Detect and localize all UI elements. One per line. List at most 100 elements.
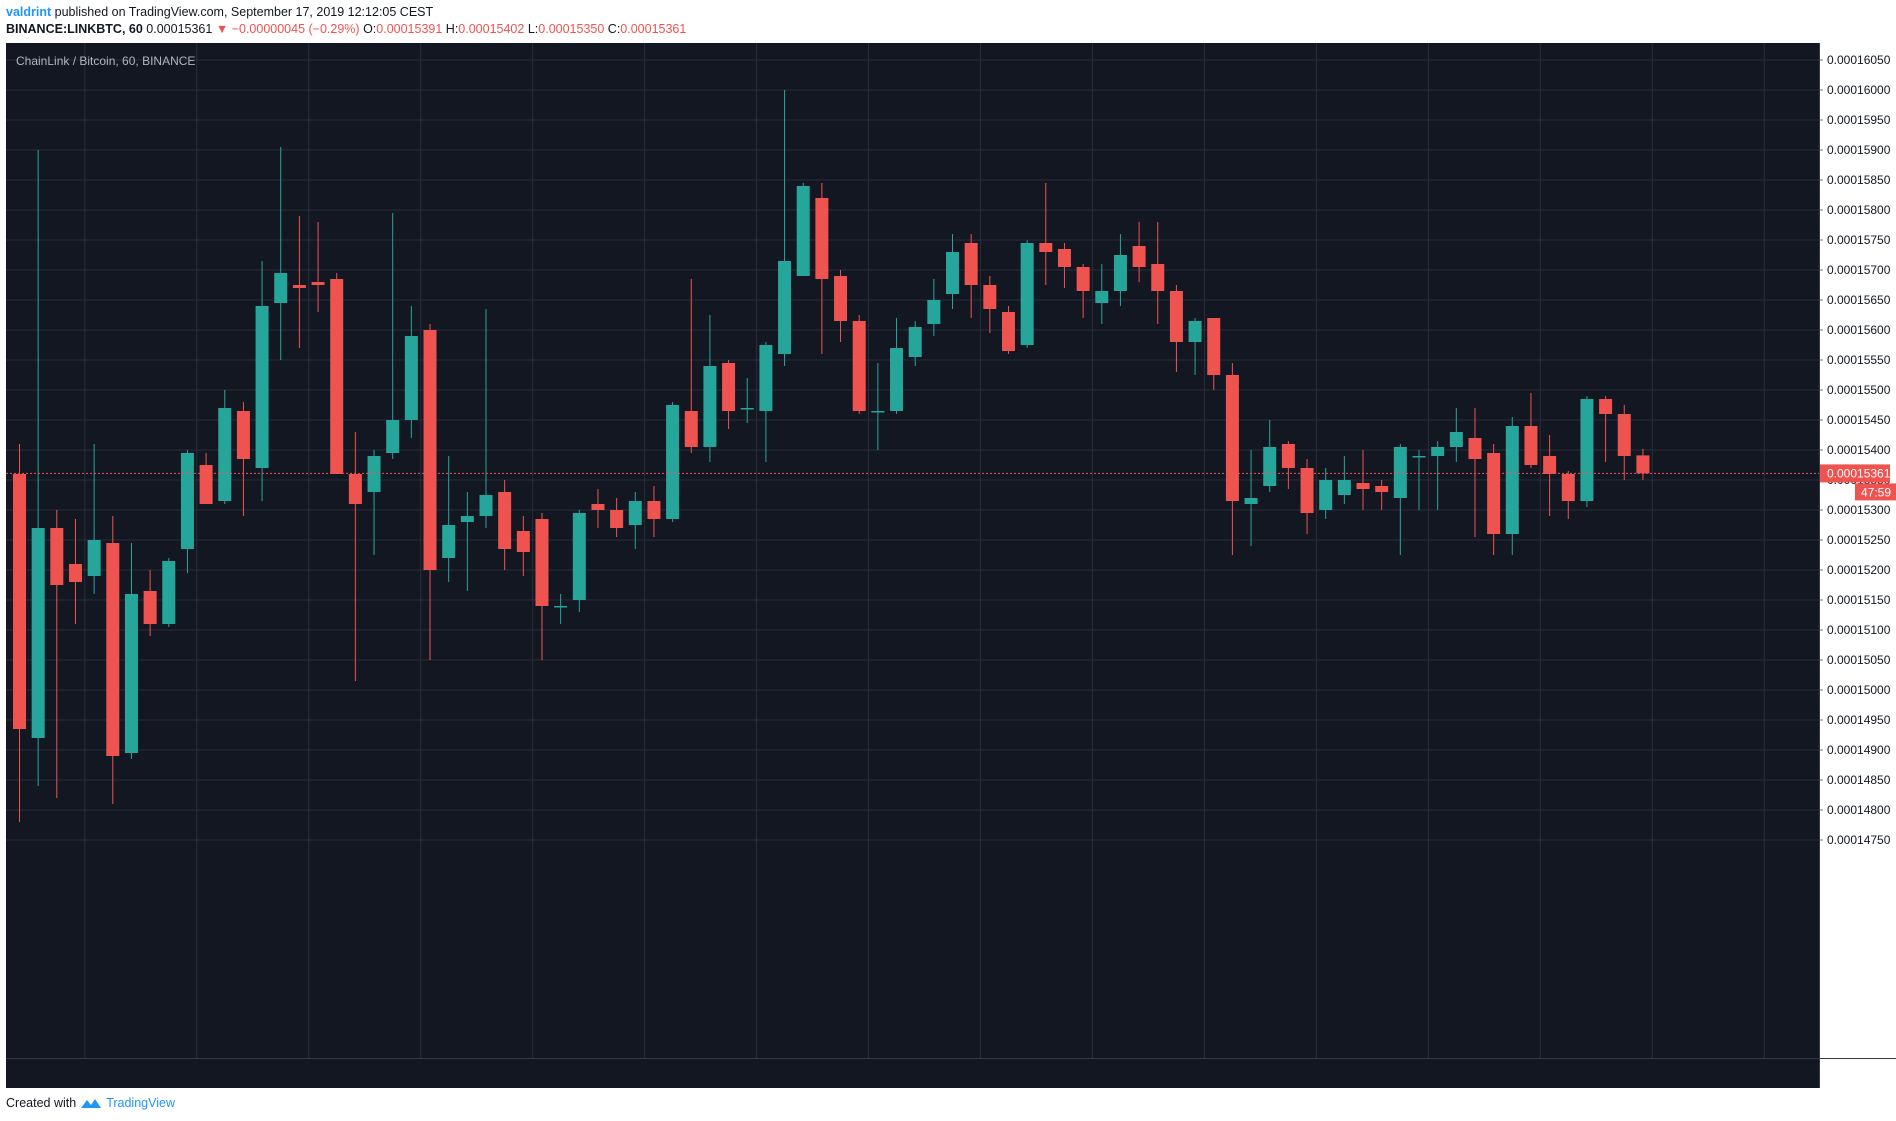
y-tick-label: 0.00014900 (1827, 743, 1891, 757)
candle (1263, 420, 1277, 492)
candle (1431, 441, 1445, 510)
candle-body (1412, 456, 1426, 458)
candle-body (292, 285, 306, 288)
candle-body (1356, 483, 1370, 489)
candle-body (890, 348, 904, 411)
time-axis[interactable]: 14 06:00 12:00 18:00 15 06:00 12:00 18:00 16 06:0… (78, 1066, 1779, 1080)
candle (778, 90, 792, 366)
created-with-text: Created with (6, 1096, 77, 1110)
candle (367, 450, 381, 555)
x-tick-label: 06:00 (1525, 1066, 1555, 1080)
candle (572, 510, 586, 612)
candle-body (1617, 414, 1631, 456)
candle-body (666, 405, 680, 519)
countdown-label: 47:59 (1861, 485, 1891, 499)
candle (50, 510, 64, 798)
y-tick-label: 0.00014800 (1827, 803, 1891, 817)
price-axis[interactable]: 0.00016050 0.00016000 0.00015950 0.00015900… (1819, 53, 1891, 847)
candle-body (348, 474, 362, 504)
candle-body (1468, 438, 1482, 459)
x-tick-label: 06:00 (182, 1066, 212, 1080)
candle-body (1132, 246, 1146, 267)
candle (218, 390, 232, 504)
y-tick-label: 0.00015200 (1827, 563, 1891, 577)
y-tick-label: 0.00014750 (1827, 833, 1891, 847)
candle (479, 309, 493, 528)
candle (311, 222, 325, 312)
candle (162, 558, 176, 627)
y-tick-label: 0.00015800 (1827, 203, 1891, 217)
candle (143, 570, 157, 636)
candle-body (1207, 318, 1221, 375)
candle-body (591, 504, 605, 510)
candle-body (1375, 486, 1389, 492)
candle (964, 234, 978, 318)
candle-body (871, 411, 885, 413)
candle-body (13, 474, 26, 729)
candle (386, 213, 400, 459)
candle (1300, 459, 1314, 534)
candle-body (1001, 312, 1015, 351)
candle-body (180, 453, 194, 549)
candle-body (628, 501, 642, 525)
candle (1132, 222, 1146, 282)
candle-body (1095, 291, 1109, 303)
candle (1244, 450, 1258, 546)
y-tick-label: 0.00015250 (1827, 533, 1891, 547)
candle-body (423, 330, 437, 570)
candle (1319, 468, 1333, 519)
candle-body (834, 276, 848, 321)
down-arrow-icon: ▼ (215, 22, 229, 36)
candle (1580, 396, 1594, 507)
author-link[interactable]: valdrint (6, 5, 52, 19)
candle (330, 273, 344, 474)
candle-body (1524, 426, 1538, 465)
candle (1188, 318, 1202, 375)
candle (404, 306, 418, 438)
candle (498, 480, 512, 570)
x-tick-label: 14 (78, 1066, 92, 1080)
x-tick-label: 16 (974, 1066, 988, 1080)
candle-body (162, 561, 176, 624)
candle (13, 444, 26, 822)
candle (255, 261, 269, 501)
candle (722, 360, 736, 429)
tradingview-link[interactable]: TradingView (106, 1096, 175, 1110)
candle (703, 315, 717, 462)
candle (759, 342, 773, 462)
y-tick-label: 0.00016000 (1827, 83, 1891, 97)
candle (666, 402, 680, 522)
last-price-tag: 0.00015361 47:59 (1820, 464, 1896, 501)
change-text: −0.00000045 (−0.29%) (231, 22, 360, 36)
candle (1599, 396, 1613, 462)
candle-body (31, 528, 45, 738)
candle (834, 270, 848, 342)
y-tick-label: 0.00015150 (1827, 593, 1891, 607)
y-tick-label: 0.00015100 (1827, 623, 1891, 637)
candle-body (143, 591, 157, 624)
candle-body (554, 606, 568, 608)
tradingview-logo-icon (81, 1099, 102, 1108)
close-label: C: (607, 22, 621, 36)
close-value: 0.00015361 (620, 22, 687, 36)
y-tick-label: 0.00016050 (1827, 53, 1891, 67)
candle (1617, 405, 1631, 480)
candle-body (572, 513, 586, 600)
candle-body (386, 420, 400, 453)
x-tick-label: 06:00 (630, 1066, 660, 1080)
y-tick-label: 0.00015750 (1827, 233, 1891, 247)
candle (516, 516, 530, 576)
candle-body (796, 186, 810, 276)
candle-body (610, 510, 624, 528)
candle (1113, 234, 1127, 306)
high-label: H: (445, 22, 459, 36)
candle-body (1020, 243, 1034, 345)
x-tick-label: 12:00 (1637, 1066, 1667, 1080)
candle-body (1561, 474, 1575, 501)
candle-body (1319, 480, 1333, 510)
candle (68, 519, 82, 624)
candle (180, 450, 194, 573)
y-tick-label: 0.00015450 (1827, 413, 1891, 427)
candle (1207, 318, 1221, 390)
